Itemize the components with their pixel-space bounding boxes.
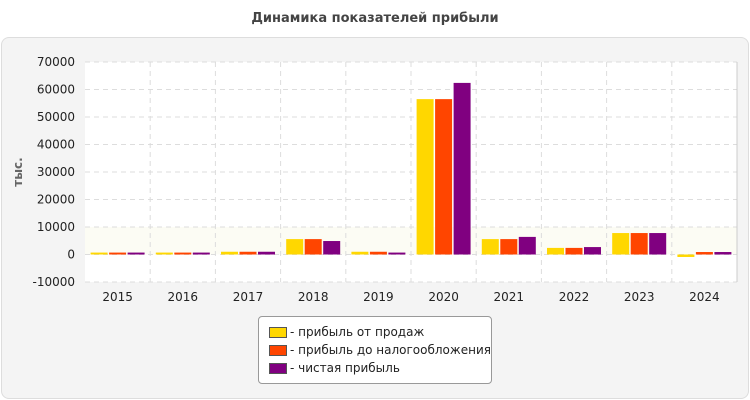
bar xyxy=(109,252,127,255)
bar xyxy=(304,239,322,255)
chart-title: Динамика показателей прибыли xyxy=(251,11,499,26)
legend-swatch xyxy=(269,362,287,374)
x-tick-label: 2015 xyxy=(102,290,133,304)
y-tick-label: 0 xyxy=(67,248,75,262)
x-tick-label: 2021 xyxy=(494,290,525,304)
bar xyxy=(481,239,499,255)
bar xyxy=(369,251,387,255)
bar xyxy=(416,99,434,255)
bar xyxy=(286,239,304,255)
bar xyxy=(649,233,667,255)
x-tick-label: 2020 xyxy=(428,290,459,304)
bar xyxy=(612,233,630,255)
bar xyxy=(565,247,583,255)
bar xyxy=(695,252,713,255)
x-tick-label: 2017 xyxy=(233,290,264,304)
y-tick-label: 20000 xyxy=(37,193,75,207)
y-axis-label: тыс. xyxy=(11,157,25,186)
bar xyxy=(90,252,108,255)
bar xyxy=(351,251,369,255)
legend-item: - чистая прибыль xyxy=(269,361,400,375)
y-tick-label: 60000 xyxy=(37,83,75,97)
bar xyxy=(584,247,601,255)
bar xyxy=(127,252,145,255)
y-tick-label: -10000 xyxy=(32,275,75,289)
legend: - прибыль от продаж - прибыль до налогоо… xyxy=(258,316,492,384)
bar xyxy=(155,252,173,255)
x-tick-label: 2018 xyxy=(298,290,329,304)
bar xyxy=(453,82,471,255)
x-tick-label: 2024 xyxy=(689,290,720,304)
legend-item: - прибыль от продаж xyxy=(269,325,424,339)
bar xyxy=(630,233,648,255)
legend-label: - чистая прибыль xyxy=(290,361,400,375)
y-tick-label: 30000 xyxy=(37,165,75,179)
bar xyxy=(258,251,275,255)
y-tick-label: 70000 xyxy=(37,55,75,69)
bar xyxy=(547,247,564,255)
y-tick-label: 10000 xyxy=(37,220,75,234)
bar xyxy=(221,251,238,255)
x-tick-label: 2016 xyxy=(168,290,199,304)
bar xyxy=(714,252,732,255)
bar xyxy=(174,252,192,255)
bar xyxy=(677,254,695,257)
x-tick-label: 2022 xyxy=(559,290,590,304)
legend-swatch xyxy=(269,344,287,356)
bar xyxy=(323,241,341,255)
x-tick-label: 2019 xyxy=(363,290,394,304)
legend-label: - прибыль от продаж xyxy=(290,325,425,339)
y-tick-label: 40000 xyxy=(37,138,75,152)
legend-item: - прибыль до налогообложения xyxy=(269,343,491,357)
x-tick-label: 2023 xyxy=(624,290,655,304)
y-tick-label: 50000 xyxy=(37,110,75,124)
bar xyxy=(192,252,210,255)
legend-swatch xyxy=(269,326,287,338)
bar xyxy=(500,239,518,255)
bar xyxy=(435,99,453,255)
bar xyxy=(388,252,406,255)
legend-label: - прибыль до налогообложения xyxy=(290,343,491,357)
bar xyxy=(239,251,257,255)
bar xyxy=(518,236,536,255)
